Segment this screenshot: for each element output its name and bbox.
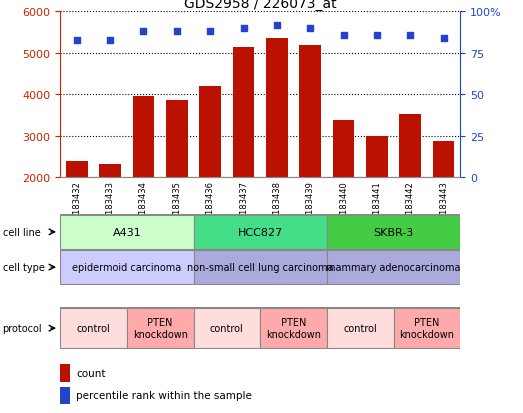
Text: control: control <box>76 323 110 333</box>
Point <box>373 32 381 39</box>
Text: SKBR-3: SKBR-3 <box>373 227 414 237</box>
Bar <box>99 165 121 260</box>
Point <box>106 37 115 44</box>
Bar <box>127 309 194 348</box>
Text: PTEN
knockdown: PTEN knockdown <box>400 318 454 339</box>
Bar <box>194 216 327 249</box>
Bar <box>327 216 460 249</box>
Bar <box>327 251 460 284</box>
Point <box>139 29 147 36</box>
Bar <box>366 137 388 260</box>
Bar <box>60 251 194 284</box>
Bar <box>433 142 454 260</box>
Text: non-small cell lung carcinoma: non-small cell lung carcinoma <box>187 262 334 273</box>
Bar <box>199 87 221 260</box>
Point <box>272 22 281 29</box>
Text: PTEN
knockdown: PTEN knockdown <box>133 318 188 339</box>
Point <box>206 29 214 36</box>
Bar <box>60 216 194 249</box>
Point <box>73 37 81 44</box>
Bar <box>66 162 88 260</box>
Text: count: count <box>76 368 106 378</box>
Bar <box>133 97 154 260</box>
Bar <box>327 309 393 348</box>
Text: A431: A431 <box>112 227 141 237</box>
Point <box>406 32 414 39</box>
Text: HCC827: HCC827 <box>237 227 283 237</box>
Bar <box>394 309 460 348</box>
Point <box>306 26 314 32</box>
Point <box>339 32 348 39</box>
Bar <box>266 38 288 260</box>
Text: cell line: cell line <box>3 227 40 237</box>
Bar <box>194 251 327 284</box>
Bar <box>400 114 421 260</box>
Bar <box>194 309 260 348</box>
Text: cell type: cell type <box>3 262 44 273</box>
Bar <box>60 364 70 382</box>
Point <box>240 26 248 32</box>
Bar <box>60 387 70 404</box>
Text: percentile rank within the sample: percentile rank within the sample <box>76 391 252 401</box>
Point <box>173 29 181 36</box>
Point <box>439 36 448 42</box>
Bar <box>166 100 188 260</box>
Bar <box>299 45 321 260</box>
Text: control: control <box>210 323 244 333</box>
Bar <box>233 48 254 260</box>
Text: epidermoid carcinoma: epidermoid carcinoma <box>72 262 181 273</box>
Title: GDS2958 / 226073_at: GDS2958 / 226073_at <box>184 0 336 12</box>
Bar <box>333 121 355 260</box>
Bar <box>60 309 127 348</box>
Bar <box>260 309 327 348</box>
Text: control: control <box>343 323 377 333</box>
Text: protocol: protocol <box>3 323 42 333</box>
Text: PTEN
knockdown: PTEN knockdown <box>266 318 321 339</box>
Text: mammary adenocarcinoma: mammary adenocarcinoma <box>326 262 461 273</box>
